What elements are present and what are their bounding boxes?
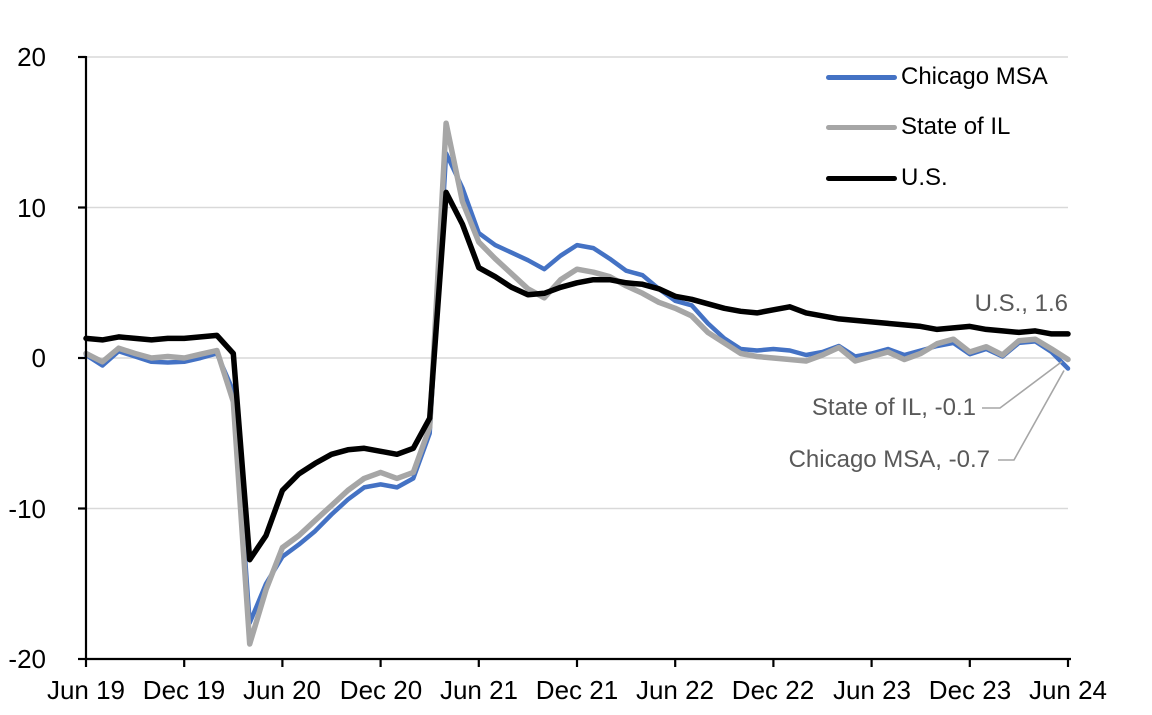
x-tick-label: Jun 23	[832, 675, 912, 705]
x-tick-label: Jun 20	[242, 675, 322, 705]
legend-label-us: U.S.	[901, 164, 948, 191]
y-tick-label: 0	[31, 343, 46, 373]
x-tick-label: Jun 22	[635, 675, 715, 705]
y-tick-label: -10	[8, 494, 46, 524]
legend-swatch-state-of-il	[826, 124, 897, 130]
y-tick-label: -20	[8, 644, 46, 674]
legend-swatch-us	[826, 175, 897, 181]
series-line-state-of-il	[83, 120, 1071, 647]
legend-item-state-of-il: State of IL	[826, 112, 1010, 142]
leader-line-chicago-msa	[998, 370, 1065, 461]
annotation-us: U.S., 1.6	[974, 290, 1068, 317]
annotation-state-of-il: State of IL, -0.1	[811, 394, 976, 421]
x-tick-label: Dec 21	[535, 675, 619, 705]
legend-item-us: U.S.	[826, 163, 948, 193]
leader-line-state-of-il	[982, 360, 1063, 409]
legend-label-state-of-il: State of IL	[901, 113, 1011, 140]
legend-item-chicago-msa: Chicago MSA	[826, 62, 1048, 92]
x-tick-label: Dec 19	[142, 675, 226, 705]
x-tick-label: Dec 20	[339, 675, 423, 705]
x-tick-label: Jun 24	[1028, 675, 1108, 705]
x-tick-label: Jun 19	[46, 675, 126, 705]
x-tick-label: Dec 22	[731, 675, 815, 705]
y-tick-label: 10	[17, 193, 46, 223]
annotation-chicago-msa: Chicago MSA, -0.7	[788, 446, 990, 473]
y-tick-label: 20	[17, 42, 46, 72]
chart-legend: Chicago MSA State of IL U.S.	[826, 62, 1070, 208]
x-tick-label: Dec 23	[928, 675, 1012, 705]
x-tick-label: Jun 21	[439, 675, 519, 705]
legend-swatch-chicago-msa	[826, 74, 897, 80]
legend-label-chicago-msa: Chicago MSA	[901, 63, 1048, 90]
series-line-u-s	[83, 189, 1071, 563]
